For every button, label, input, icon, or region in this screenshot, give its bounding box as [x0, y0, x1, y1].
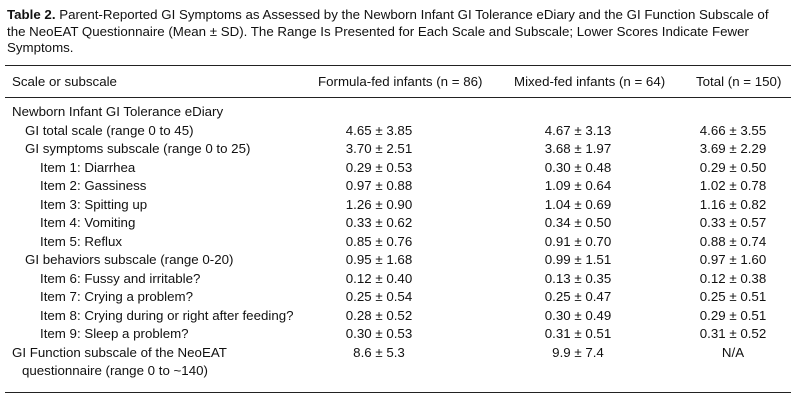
cell-formula-fed: 0.33 ± 0.62 [345, 215, 413, 230]
row-label-line-1: GI Function subscale of the NeoEAT [12, 344, 227, 360]
header-scale: Scale or subscale [12, 74, 117, 89]
cell-mixed-fed: 0.30 ± 0.48 [544, 159, 612, 175]
row-label: Newborn Infant GI Tolerance eDiary [12, 104, 224, 119]
cell-formula-fed: 0.85 ± 0.76 [345, 233, 413, 249]
cell-formula-fed: 0.25 ± 0.54 [345, 289, 413, 304]
cell-formula-fed: 3.70 ± 2.51 [345, 141, 413, 156]
cell-total: 0.29 ± 0.51 [699, 307, 767, 323]
row-label: Item 1: Diarrhea [40, 159, 136, 175]
cell-total: 0.29 ± 0.50 [699, 159, 767, 175]
cell-total: 0.97 ± 1.60 [699, 252, 767, 267]
table-row: Item 7: Crying a problem? 0.25 ± 0.54 0.… [0, 288, 795, 307]
header-formula-fed: Formula-fed infants (n = 86) [318, 74, 483, 89]
cell-mixed-fed: 4.67 ± 3.13 [544, 122, 612, 138]
header-mixed-fed: Mixed-fed infants (n = 64) [514, 74, 666, 89]
table-row-section: Newborn Infant GI Tolerance eDiary [0, 103, 795, 122]
cell-total: 1.16 ± 0.82 [699, 196, 767, 212]
cell-formula-fed: 0.30 ± 0.53 [345, 326, 413, 341]
cell-total: 1.02 ± 0.78 [699, 178, 767, 193]
table-row: Item 3: Spitting up 1.26 ± 0.90 1.04 ± 0… [0, 196, 795, 215]
cell-formula-fed: 4.65 ± 3.85 [345, 122, 413, 138]
bottom-rule [5, 392, 791, 393]
row-label: GI total scale (range 0 to 45) [25, 122, 194, 138]
table-row: Item 9: Sleep a problem? 0.30 ± 0.53 0.3… [0, 325, 795, 344]
row-label: GI symptoms subscale (range 0 to 25) [25, 141, 251, 156]
table-caption: Table 2. Parent-Reported GI Symptoms as … [7, 7, 787, 57]
header-rule [5, 97, 791, 98]
table-row: Item 2: Gassiness 0.97 ± 0.88 1.09 ± 0.6… [0, 177, 795, 196]
table-header-row: Scale or subscale Formula-fed infants (n… [0, 72, 795, 92]
cell-total: 0.25 ± 0.51 [699, 289, 767, 304]
table-row: GI symptoms subscale (range 0 to 25) 3.7… [0, 140, 795, 159]
cell-total: 4.66 ± 3.55 [699, 122, 767, 138]
row-label: GI Function subscale of the NeoEAT quest… [12, 344, 292, 380]
cell-mixed-fed: 0.31 ± 0.51 [544, 326, 612, 341]
table-row: Item 1: Diarrhea 0.29 ± 0.53 0.30 ± 0.48… [0, 159, 795, 178]
row-label: Item 5: Reflux [40, 233, 123, 249]
cell-formula-fed: 0.97 ± 0.88 [345, 178, 413, 193]
row-label: Item 6: Fussy and irritable? [40, 270, 201, 286]
table-label: Table 2. [7, 7, 56, 22]
cell-mixed-fed: 0.25 ± 0.47 [544, 289, 612, 304]
cell-mixed-fed: 3.68 ± 1.97 [544, 141, 612, 156]
table-row: Item 8: Crying during or right after fee… [0, 307, 795, 326]
cell-total: 0.33 ± 0.57 [699, 215, 767, 230]
row-label: Item 4: Vomiting [40, 215, 136, 230]
row-label: Item 3: Spitting up [40, 196, 148, 212]
cell-mixed-fed: 0.34 ± 0.50 [544, 215, 612, 230]
cell-total: 0.12 ± 0.38 [699, 270, 767, 286]
cell-total: 3.69 ± 2.29 [699, 141, 767, 156]
row-label: GI behaviors subscale (range 0-20) [25, 252, 234, 267]
cell-total: 0.31 ± 0.52 [699, 326, 767, 341]
row-label: Item 7: Crying a problem? [40, 289, 193, 304]
cell-mixed-fed: 0.91 ± 0.70 [544, 233, 612, 249]
cell-formula-fed: 0.28 ± 0.52 [345, 307, 413, 323]
cell-total: N/A [721, 344, 745, 360]
table-row: Item 6: Fussy and irritable? 0.12 ± 0.40… [0, 270, 795, 289]
cell-formula-fed: 8.6 ± 5.3 [353, 344, 405, 360]
cell-mixed-fed: 9.9 ± 7.4 [552, 344, 604, 360]
table-row: Item 5: Reflux 0.85 ± 0.76 0.91 ± 0.70 0… [0, 233, 795, 252]
cell-mixed-fed: 0.30 ± 0.49 [544, 307, 612, 323]
row-label: Item 9: Sleep a problem? [40, 326, 189, 341]
table-caption-text: Parent-Reported GI Symptoms as Assessed … [7, 7, 769, 55]
table-body: Newborn Infant GI Tolerance eDiary GI to… [0, 103, 795, 381]
cell-formula-fed: 0.95 ± 1.68 [345, 252, 413, 267]
table-row: GI total scale (range 0 to 45) 4.65 ± 3.… [0, 122, 795, 141]
header-total: Total (n = 150) [696, 74, 782, 89]
table-row: Item 4: Vomiting 0.33 ± 0.62 0.34 ± 0.50… [0, 214, 795, 233]
cell-formula-fed: 1.26 ± 0.90 [345, 196, 413, 212]
cell-mixed-fed: 1.04 ± 0.69 [544, 196, 612, 212]
table-row: GI behaviors subscale (range 0-20) 0.95 … [0, 251, 795, 270]
top-rule [5, 65, 791, 66]
cell-total: 0.88 ± 0.74 [699, 233, 767, 249]
cell-formula-fed: 0.12 ± 0.40 [345, 270, 413, 286]
row-label-line-2: questionnaire (range 0 to ~140) [22, 362, 208, 378]
table-row: GI Function subscale of the NeoEAT quest… [0, 344, 795, 381]
row-label: Item 2: Gassiness [40, 178, 147, 193]
cell-mixed-fed: 0.99 ± 1.51 [544, 252, 612, 267]
cell-mixed-fed: 1.09 ± 0.64 [544, 178, 612, 193]
row-label: Item 8: Crying during or right after fee… [40, 307, 294, 323]
cell-formula-fed: 0.29 ± 0.53 [345, 159, 413, 175]
cell-mixed-fed: 0.13 ± 0.35 [544, 270, 612, 286]
